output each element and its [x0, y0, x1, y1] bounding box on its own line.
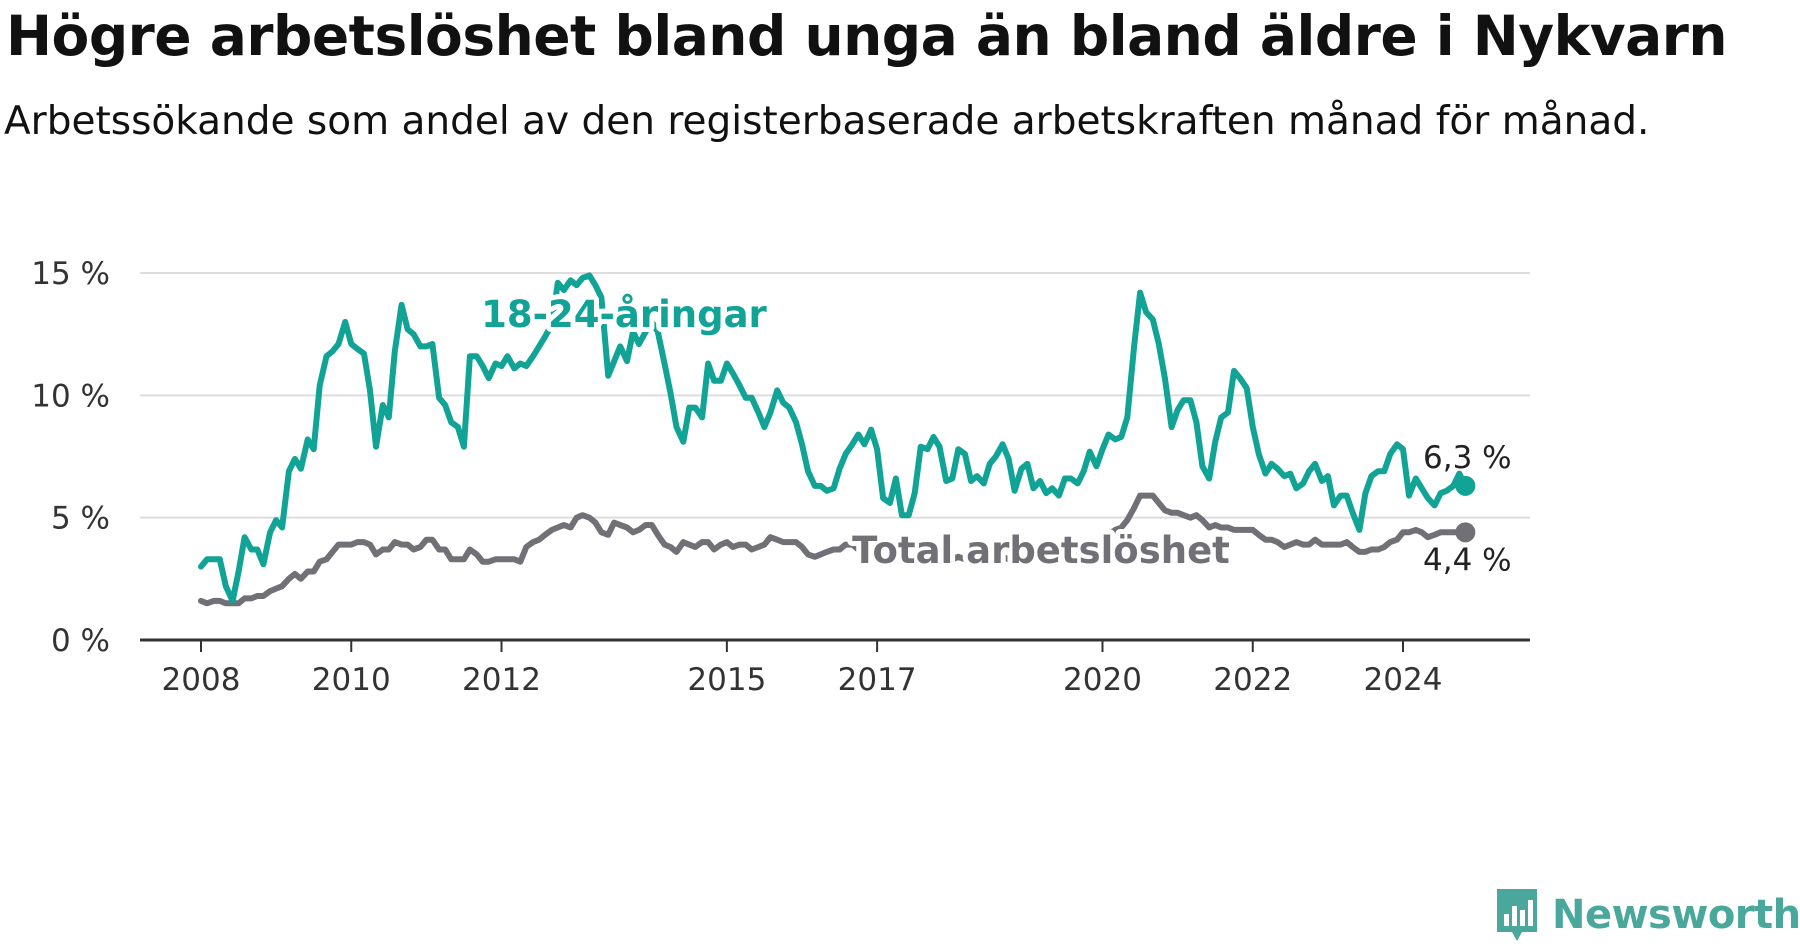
series-label-youth-halo: 18-24-åringar	[481, 293, 767, 336]
series-label-total-halo: Total arbetslöshet	[852, 529, 1230, 572]
newsworthy-logo-icon	[1497, 889, 1537, 941]
series-label-total: Total arbetslöshet	[852, 529, 1230, 572]
chart-title: Högre arbetslöshet bland unga än bland ä…	[6, 4, 1727, 68]
x-tick-label: 2010	[312, 662, 391, 698]
x-tick-label: 2017	[838, 662, 917, 698]
newsworthy-logo: Newsworthy	[1494, 886, 1800, 944]
x-tick-label: 2008	[162, 662, 241, 698]
end-point-youth	[1455, 475, 1476, 496]
series-label-youth: 18-24-åringar	[481, 293, 767, 336]
series-line-youth	[198, 272, 1469, 604]
y-tick-label: 15 %	[31, 256, 110, 292]
x-tick-label: 2012	[462, 662, 541, 698]
y-tick-label: 5 %	[51, 501, 110, 537]
logo-text: Newsworthy	[1552, 892, 1800, 938]
x-tick-label: 2024	[1364, 662, 1443, 698]
series-lines	[198, 272, 1476, 607]
y-tick-label: 10 %	[31, 378, 110, 414]
series-line-total	[198, 492, 1469, 607]
x-tick-label: 2020	[1063, 662, 1142, 698]
y-tick-label: 0 %	[51, 623, 110, 659]
end-point-total	[1455, 522, 1476, 543]
chart-subtitle: Arbetssökande som andel av den registerb…	[4, 99, 1650, 144]
end-label-youth: 6,3 %	[1423, 440, 1512, 476]
x-tick-label: 2015	[687, 662, 766, 698]
x-tick-label: 2022	[1213, 662, 1292, 698]
end-label-total: 4,4 %	[1423, 542, 1512, 578]
axes: 0 % 5 % 10 % 15 % 2008 2010 2012 2015 2017 2020 20…	[31, 256, 1530, 698]
